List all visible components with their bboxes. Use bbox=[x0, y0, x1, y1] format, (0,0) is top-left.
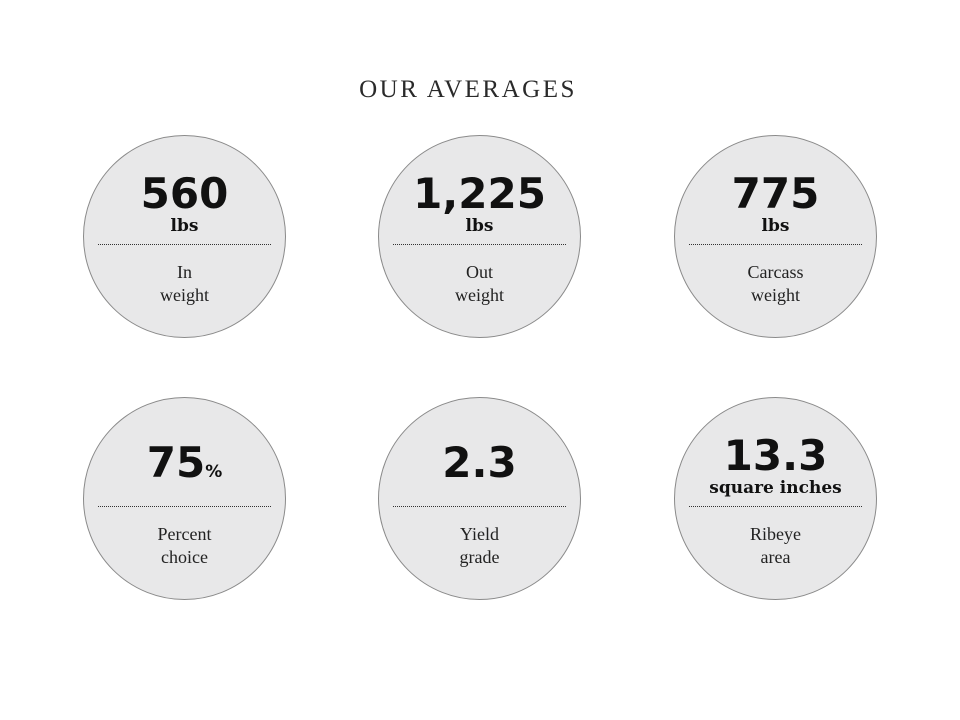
dotted-divider bbox=[98, 506, 271, 507]
stat-unit: lbs bbox=[761, 216, 790, 236]
stat-unit: lbs bbox=[465, 216, 494, 236]
dotted-divider bbox=[689, 506, 862, 507]
stat-label: Percent choice bbox=[157, 524, 212, 567]
stat-value: 775 bbox=[731, 169, 820, 218]
stat-yield-grade: 2.3 Yield grade bbox=[378, 397, 581, 600]
stat-label: Out weight bbox=[455, 262, 504, 305]
stat-value: 2.3 bbox=[442, 438, 517, 487]
dotted-divider bbox=[393, 244, 566, 245]
stat-unit: square inches bbox=[709, 478, 842, 498]
stat-label: In weight bbox=[160, 262, 209, 305]
stat-value: 1,225 bbox=[413, 169, 546, 218]
stat-value: 560 bbox=[140, 169, 229, 218]
stat-value: 75% bbox=[146, 438, 223, 487]
dotted-divider bbox=[689, 244, 862, 245]
stat-ribeye-area: 13.3 square inches Ribeye area bbox=[674, 397, 877, 600]
stat-unit: lbs bbox=[170, 216, 199, 236]
dotted-divider bbox=[98, 244, 271, 245]
stat-label: Yield grade bbox=[459, 524, 500, 567]
stat-label: Carcass weight bbox=[747, 262, 804, 305]
stat-in-weight: 560 lbs In weight bbox=[83, 135, 286, 338]
page-title: OUR AVERAGES bbox=[359, 76, 577, 103]
stat-carcass-weight: 775 lbs Carcass weight bbox=[674, 135, 877, 338]
stat-out-weight: 1,225 lbs Out weight bbox=[378, 135, 581, 338]
dotted-divider bbox=[393, 506, 566, 507]
stat-percent-choice: 75% Percent choice bbox=[83, 397, 286, 600]
stat-value: 13.3 bbox=[723, 431, 828, 480]
stat-label: Ribeye area bbox=[750, 524, 801, 567]
